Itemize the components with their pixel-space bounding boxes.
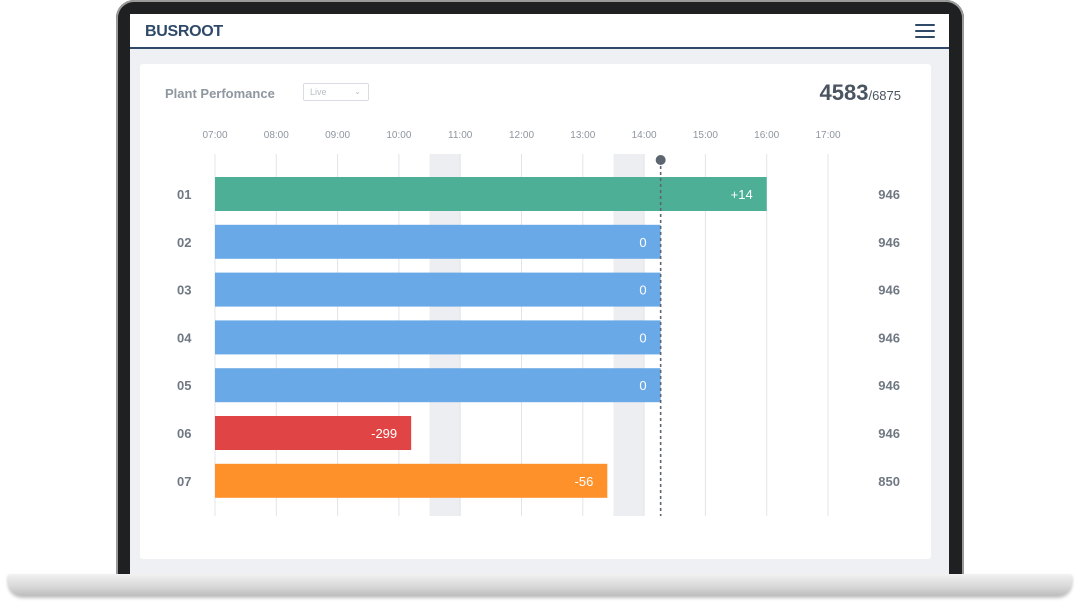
time-tick-label: 12:00: [509, 130, 534, 141]
time-tick-label: 07:00: [202, 130, 227, 141]
mode-select[interactable]: Live ⌄: [303, 83, 369, 101]
bar-value-label: -56: [575, 474, 594, 489]
bar-value-label: 0: [639, 283, 646, 298]
line-id-label: 04: [177, 330, 192, 345]
line-id-label: 05: [177, 378, 191, 393]
time-tick-label: 13:00: [570, 130, 595, 141]
chevron-down-icon: ⌄: [354, 87, 361, 96]
bar-value-label: +14: [731, 187, 753, 202]
time-tick-label: 16:00: [754, 130, 779, 141]
panel-title: Plant Perfomance: [165, 86, 275, 101]
line-id-label: 02: [177, 235, 191, 250]
total-current: 4583: [819, 80, 869, 105]
current-time-marker: [655, 155, 666, 165]
time-tick-label: 08:00: [264, 130, 289, 141]
app-screen: BUSROOT Plant Perfomance Live ⌄ 4583/687…: [130, 14, 949, 574]
line-id-label: 01: [177, 187, 191, 202]
time-tick-label: 10:00: [386, 130, 411, 141]
line-id-label: 07: [177, 474, 191, 489]
laptop-base: [8, 574, 1072, 596]
line-id-label: 06: [177, 426, 191, 441]
bar-value-label: -299: [371, 426, 397, 441]
total-counter: 4583/6875: [820, 80, 902, 106]
line-target-value: 946: [878, 378, 900, 393]
bar-value-label: 0: [639, 235, 646, 250]
bar-07: [215, 463, 608, 498]
performance-chart: 07:00 08:00 09:00 10:00 11:00 12:00 13:00 14:00…: [177, 130, 900, 516]
time-tick-label: 11:00: [448, 130, 473, 141]
bar-value-label: 0: [639, 378, 646, 393]
bar-03: [215, 272, 661, 307]
time-tick-label: 14:00: [632, 130, 657, 141]
line-target-value: 946: [878, 187, 900, 202]
total-target: /6875: [868, 88, 901, 103]
time-tick-label: 17:00: [815, 130, 840, 141]
bar-02: [215, 224, 661, 259]
time-tick-label: 09:00: [325, 130, 350, 141]
bar-04: [215, 320, 661, 355]
brand-logo[interactable]: BUSROOT: [145, 23, 223, 40]
bar-06: [215, 416, 412, 450]
line-target-value: 946: [878, 235, 900, 250]
time-tick-label: 15:00: [693, 130, 718, 141]
line-target-value: 850: [878, 474, 900, 489]
mode-select-value: Live: [310, 87, 327, 97]
bar-01: [215, 177, 767, 211]
app-header: BUSROOT: [130, 14, 949, 49]
plant-performance-panel: Plant Perfomance Live ⌄ 4583/6875 07:00 0…: [140, 64, 931, 559]
line-id-label: 03: [177, 283, 191, 298]
line-target-value: 946: [878, 283, 900, 298]
line-target-value: 946: [878, 330, 900, 345]
line-target-value: 946: [878, 426, 900, 441]
bar-value-label: 0: [639, 330, 646, 345]
bar-05: [215, 368, 661, 403]
hamburger-menu-icon[interactable]: [915, 24, 935, 38]
